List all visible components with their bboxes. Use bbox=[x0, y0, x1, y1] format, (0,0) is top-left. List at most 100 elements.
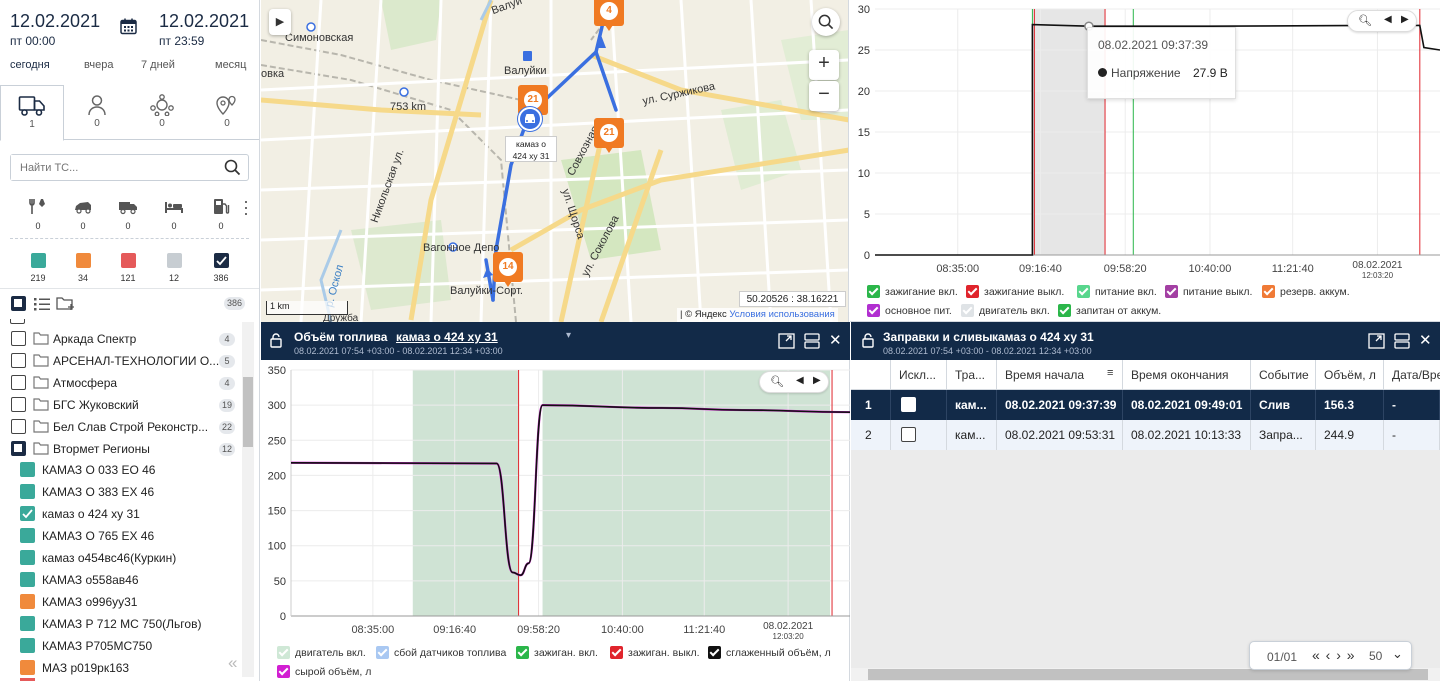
quick-today[interactable]: сегодня bbox=[10, 59, 50, 71]
tab-drivers[interactable]: 0 bbox=[65, 85, 129, 140]
vehicle-status-checkbox[interactable] bbox=[20, 506, 35, 521]
vehicle-status-checkbox[interactable] bbox=[20, 678, 35, 681]
legend-item[interactable]: резерв. аккум. bbox=[1262, 285, 1350, 298]
vehicle-row[interactable]: КАМАЗ о996уу31 bbox=[0, 592, 259, 614]
time-from[interactable]: пт 00:00 bbox=[10, 34, 56, 48]
column-header[interactable]: Событие bbox=[1251, 360, 1316, 390]
map-view[interactable]: Симоновская овка Валуйки Валуй 753 km ул… bbox=[261, 0, 849, 322]
group-checkbox[interactable] bbox=[11, 419, 26, 434]
list-scroll-thumb[interactable] bbox=[243, 377, 253, 447]
list-scrollbar[interactable] bbox=[242, 322, 254, 677]
group-checkbox[interactable] bbox=[11, 441, 26, 456]
exclude-checkbox[interactable] bbox=[901, 427, 916, 442]
panel-vehicle[interactable]: камаз о 424 ху 31 bbox=[396, 330, 498, 344]
lock-icon[interactable] bbox=[270, 333, 282, 348]
calendar-icon[interactable] bbox=[120, 18, 137, 38]
map-search-button[interactable] bbox=[812, 8, 840, 36]
vehicle-status-checkbox[interactable] bbox=[20, 638, 35, 653]
search-icon[interactable] bbox=[224, 159, 241, 176]
legend-item[interactable]: основное пит. bbox=[867, 304, 952, 317]
group-checkbox[interactable] bbox=[11, 375, 26, 390]
exclude-checkbox[interactable] bbox=[901, 397, 916, 412]
vehicle-status-checkbox[interactable] bbox=[20, 484, 35, 499]
tab-geozones[interactable]: 0 bbox=[195, 85, 259, 140]
list-view-icon[interactable] bbox=[33, 296, 51, 315]
column-header[interactable]: Объём, л bbox=[1316, 360, 1384, 390]
pan-right-icon[interactable]: ▶ bbox=[1401, 14, 1409, 25]
status-filter[interactable]: 219 bbox=[23, 253, 53, 283]
legend-item[interactable]: питание выкл. bbox=[1165, 285, 1252, 298]
search-input[interactable] bbox=[11, 155, 211, 180]
column-header[interactable]: Тра... bbox=[947, 360, 997, 390]
collapse-sidebar-icon[interactable]: « bbox=[228, 653, 238, 672]
legend-item[interactable]: двигатель вкл. bbox=[961, 304, 1050, 317]
zoom-out-button[interactable]: − bbox=[809, 81, 839, 111]
status-filter[interactable]: 386 bbox=[206, 253, 236, 283]
legend-item[interactable]: зажиган. вкл. bbox=[516, 646, 598, 659]
group-checkbox[interactable] bbox=[11, 353, 26, 368]
group-row[interactable]: Атмосфера 4 bbox=[0, 373, 259, 395]
column-header[interactable]: Искл... bbox=[891, 360, 947, 390]
voltage-chart[interactable]: 0 5 10 15 20 25 30 08:35:00 09:16:40 09:58:20 10:4… bbox=[850, 0, 1440, 285]
quick-yesterday[interactable]: вчера bbox=[84, 59, 114, 71]
group-row[interactable]: АРСЕНАЛ-ТЕХНОЛОГИИ О... 5 bbox=[0, 351, 259, 373]
select-all-checkbox[interactable] bbox=[11, 296, 26, 311]
fuel-chart[interactable]: 0 50 100 150 200 250 300 350 08:35:00 09:16:40 09:… bbox=[261, 360, 850, 642]
vehicle-row[interactable]: МАЗ р019рк163 bbox=[0, 658, 259, 680]
vehicle-status-checkbox[interactable] bbox=[20, 660, 35, 675]
quick-7days[interactable]: 7 дней bbox=[141, 59, 175, 71]
zoom-icon[interactable]: 🔍︎ bbox=[770, 376, 784, 388]
vehicle-status-checkbox[interactable] bbox=[20, 528, 35, 543]
group-row[interactable]: Втормет Регионы 12 bbox=[0, 439, 259, 461]
status-filter[interactable]: 12 bbox=[159, 253, 189, 283]
pan-left-icon[interactable]: ◀ bbox=[1384, 14, 1392, 25]
vehicle-row[interactable]: КАМАЗ О 765 ЕХ 46 bbox=[0, 526, 259, 548]
vehicle-status-checkbox[interactable] bbox=[20, 616, 35, 631]
vehicle-row[interactable]: камаз о454вс46(Куркин) bbox=[0, 548, 259, 570]
pan-right-icon[interactable]: ▶ bbox=[813, 375, 821, 386]
lock-icon[interactable] bbox=[862, 333, 874, 348]
group-checkbox[interactable] bbox=[11, 397, 26, 412]
add-folder-icon[interactable] bbox=[56, 295, 76, 314]
date-from[interactable]: 12.02.2021 bbox=[10, 11, 101, 31]
sort-icon[interactable]: ≡ bbox=[1107, 367, 1114, 379]
vehicle-row[interactable]: камаз о 424 ху 31 bbox=[0, 504, 259, 526]
filter-service[interactable]: 0 bbox=[23, 198, 53, 231]
expand-icon[interactable] bbox=[778, 333, 795, 349]
vehicle-row[interactable]: КАМАЗ О 383 ЕХ 46 bbox=[0, 482, 259, 504]
legend-item[interactable]: зажигание выкл. bbox=[966, 285, 1064, 298]
play-track-button[interactable]: ▶ bbox=[269, 9, 291, 35]
page-nav-icons[interactable]: « ‹ › » bbox=[1312, 647, 1356, 663]
vehicle-status-checkbox[interactable] bbox=[20, 594, 35, 609]
time-to[interactable]: пт 23:59 bbox=[159, 34, 205, 48]
status-filter[interactable]: 121 bbox=[113, 253, 143, 283]
legend-item[interactable]: зажигание вкл. bbox=[867, 285, 958, 298]
map-event-marker[interactable]: 4 bbox=[594, 0, 624, 31]
legend-item[interactable]: сглаженный объём, л bbox=[708, 646, 831, 659]
group-row[interactable]: Аркада Спектр 4 bbox=[0, 329, 259, 351]
vehicle-marker[interactable] bbox=[518, 107, 542, 131]
date-to[interactable]: 12.02.2021 bbox=[159, 11, 250, 31]
vehicle-row[interactable]: КАМАЗ о558ав46 bbox=[0, 570, 259, 592]
legend-item[interactable]: зажиган. выкл. bbox=[610, 646, 700, 659]
layout-icon[interactable] bbox=[1394, 333, 1410, 349]
close-icon[interactable]: ✕ bbox=[1419, 332, 1432, 349]
table-hscroll-thumb[interactable] bbox=[868, 669, 1428, 680]
quick-month[interactable]: месяц bbox=[215, 59, 247, 71]
terms-link[interactable]: Условия использования bbox=[729, 309, 835, 320]
expand-icon[interactable] bbox=[1368, 333, 1385, 349]
vehicle-dropdown-icon[interactable]: ▾ bbox=[566, 330, 572, 341]
layout-icon[interactable] bbox=[804, 333, 820, 349]
tab-groups[interactable]: 0 bbox=[130, 85, 194, 140]
map-event-marker[interactable]: 21 bbox=[594, 118, 624, 153]
legend-item[interactable]: сырой объём, л bbox=[277, 665, 371, 678]
vehicle-status-checkbox[interactable] bbox=[20, 550, 35, 565]
tab-vehicles[interactable]: 1 bbox=[0, 85, 64, 141]
more-icon[interactable]: · · · bbox=[243, 191, 249, 223]
vehicle-row[interactable]: КАМАЗ Р 712 МС 750(Льгов) bbox=[0, 614, 259, 636]
legend-item[interactable]: запитан от аккум. bbox=[1058, 304, 1161, 317]
close-icon[interactable]: ✕ bbox=[829, 332, 842, 349]
legend-item[interactable]: сбой датчиков топлива bbox=[376, 646, 506, 659]
group-row[interactable]: БГС Жуковский 19 bbox=[0, 395, 259, 417]
status-filter[interactable]: 34 bbox=[68, 253, 98, 283]
